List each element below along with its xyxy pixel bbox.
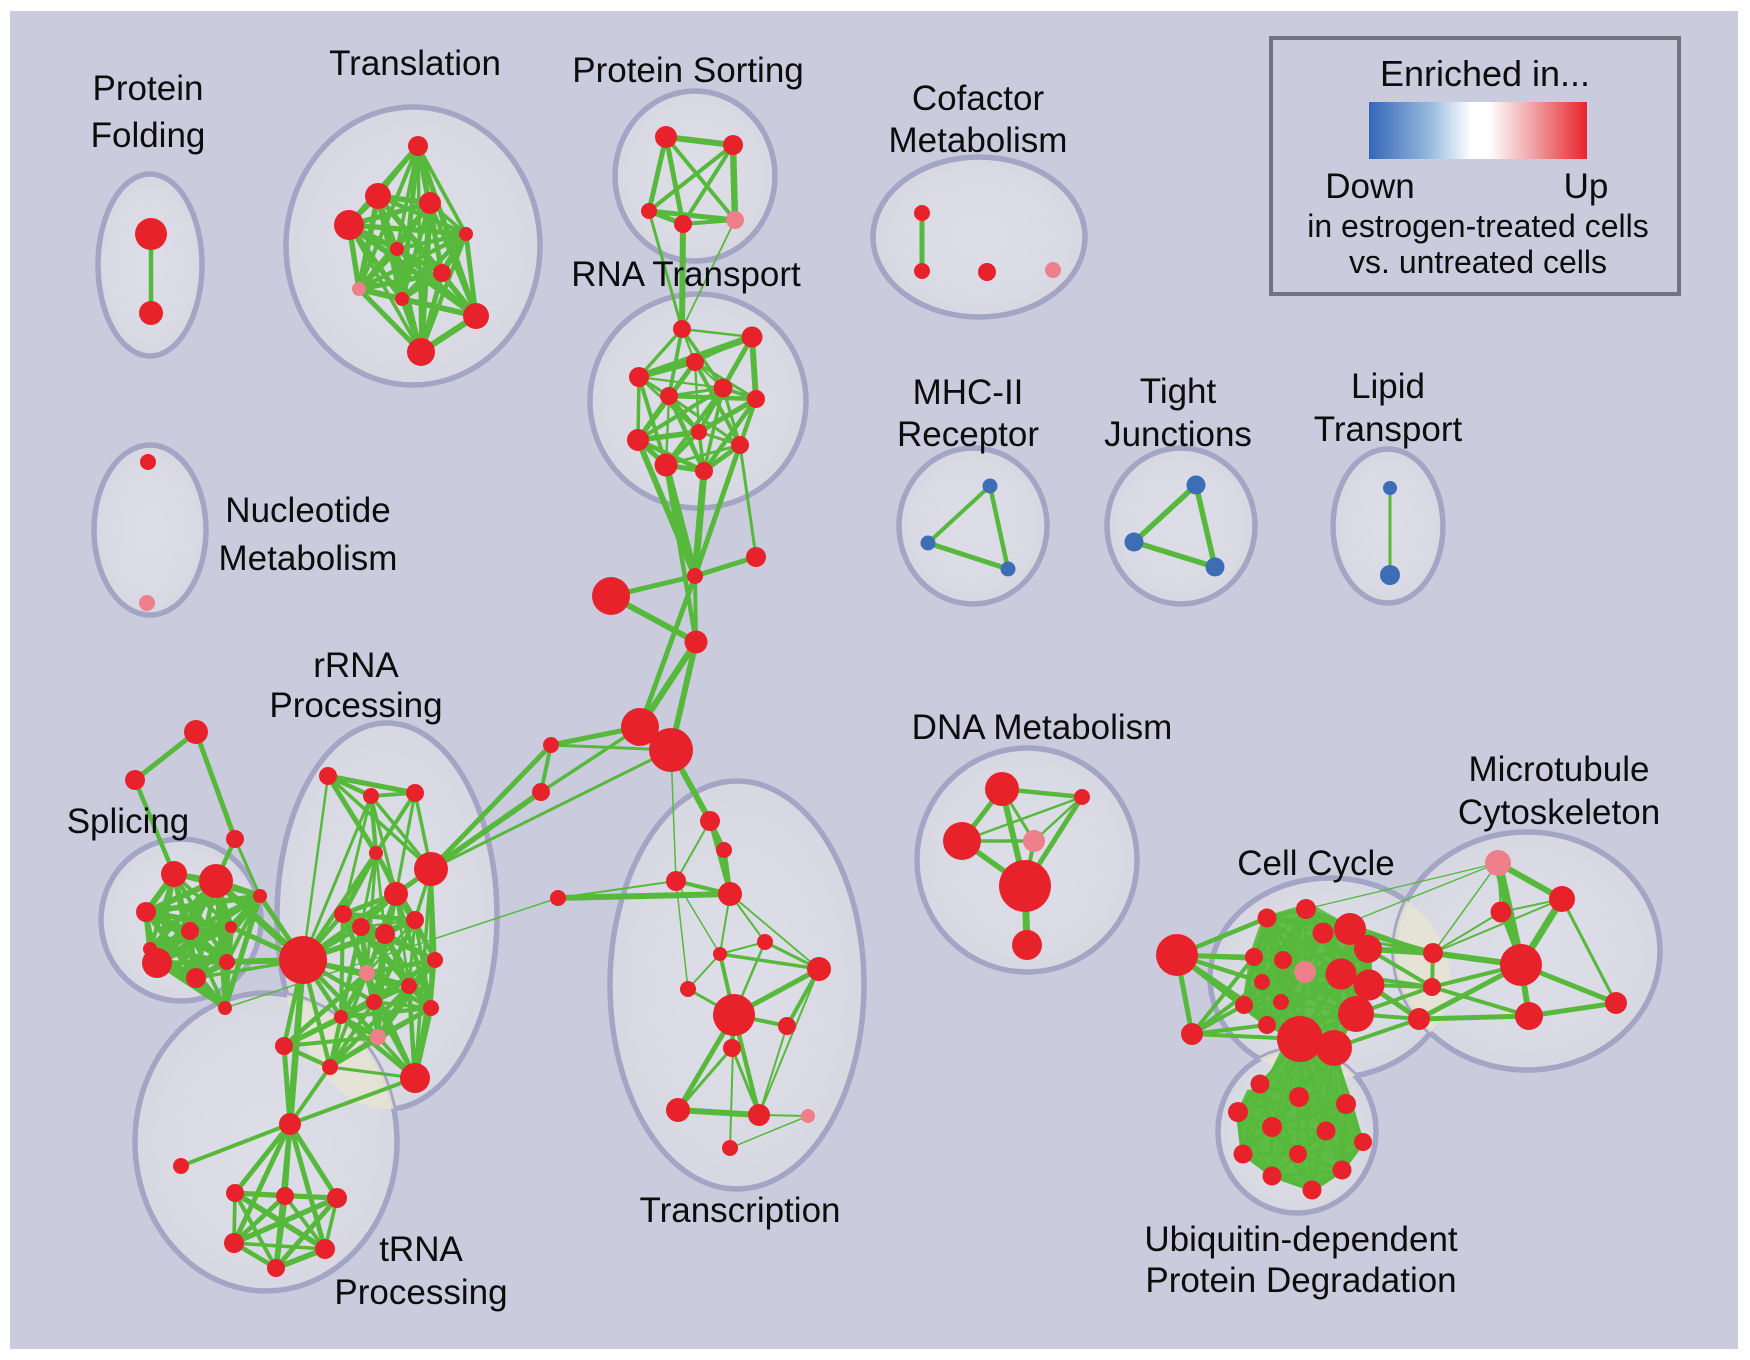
- svg-text:Transport: Transport: [1314, 410, 1463, 449]
- svg-text:vs. untreated cells: vs. untreated cells: [1349, 244, 1607, 280]
- svg-text:Transcription: Transcription: [640, 1191, 841, 1230]
- svg-text:Protein: Protein: [93, 69, 204, 108]
- svg-text:Metabolism: Metabolism: [889, 121, 1068, 160]
- svg-text:Up: Up: [1564, 167, 1609, 206]
- svg-text:Down: Down: [1325, 167, 1414, 206]
- svg-text:Receptor: Receptor: [897, 415, 1039, 454]
- svg-text:Processing: Processing: [269, 686, 442, 725]
- svg-text:Lipid: Lipid: [1351, 367, 1425, 406]
- svg-text:Protein Sorting: Protein Sorting: [572, 51, 804, 90]
- svg-text:tRNA: tRNA: [379, 1230, 463, 1269]
- svg-text:Nucleotide: Nucleotide: [225, 491, 390, 530]
- svg-text:Cytoskeleton: Cytoskeleton: [1458, 793, 1660, 832]
- svg-text:in estrogen-treated cells: in estrogen-treated cells: [1307, 208, 1649, 244]
- svg-text:Metabolism: Metabolism: [219, 539, 398, 578]
- svg-text:Protein Degradation: Protein Degradation: [1145, 1261, 1456, 1300]
- svg-text:DNA Metabolism: DNA Metabolism: [912, 708, 1173, 747]
- svg-text:Tight: Tight: [1140, 372, 1217, 411]
- svg-text:Junctions: Junctions: [1104, 415, 1252, 454]
- svg-text:Ubiquitin-dependent: Ubiquitin-dependent: [1144, 1220, 1458, 1259]
- svg-text:Cell Cycle: Cell Cycle: [1237, 844, 1395, 883]
- svg-text:MHC-II: MHC-II: [913, 373, 1024, 412]
- svg-text:Microtubule: Microtubule: [1469, 750, 1650, 789]
- svg-text:RNA Transport: RNA Transport: [571, 255, 801, 294]
- svg-text:Folding: Folding: [91, 116, 206, 155]
- svg-text:Splicing: Splicing: [67, 802, 190, 841]
- svg-text:Processing: Processing: [334, 1273, 507, 1312]
- svg-text:Translation: Translation: [329, 44, 501, 83]
- svg-text:Cofactor: Cofactor: [912, 79, 1045, 118]
- svg-text:Enriched in...: Enriched in...: [1380, 53, 1590, 94]
- svg-text:rRNA: rRNA: [313, 646, 399, 685]
